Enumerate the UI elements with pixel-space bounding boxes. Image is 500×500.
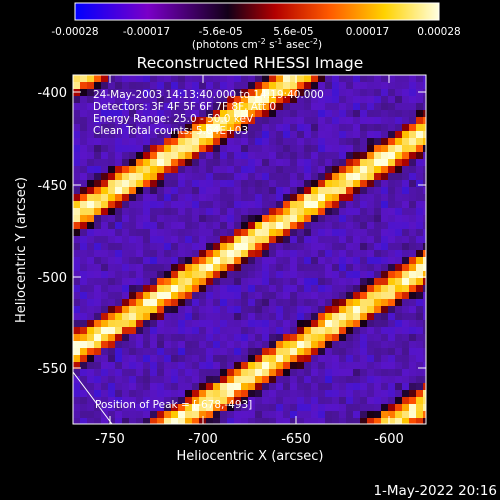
annotation-energy-range: Energy Range: 25.0 - 50.0 keV [93,113,254,125]
colorbar-tick-label: 0.00028 [417,26,460,38]
annotation-block: 24-May-2003 14:13:40.000 to 14:19:40.000… [93,89,324,411]
x-tick-label: -700 [188,432,218,447]
footer-timestamp: 1-May-2022 20:16 [373,483,497,499]
colorbar-tick-label: -5.6e-05 [199,26,243,38]
y-tick-label: -550 [37,362,67,377]
x-axis-label: Heliocentric X (arcsec) [177,449,324,464]
x-tick-label: -600 [374,432,404,447]
colorbar-ticks: -0.00028 -0.00017 -5.6e-05 5.6e-05 0.00017 0.… [51,26,460,38]
image-pixels [73,75,426,424]
y-tick-label: -500 [37,271,67,286]
x-tick-label: -650 [281,432,311,447]
peak-position-label: Position of Peak = [-678,-493] [95,399,252,411]
y-axis-label: Heliocentric Y (arcsec) [14,177,29,323]
colorbar-tick-label: -0.00028 [51,26,98,38]
plot-title: Reconstructed RHESSI Image [137,54,364,72]
image-area [72,74,427,425]
colorbar-tick-label: 5.6e-05 [273,26,313,38]
colorbar-unit-label: (photons cm-2 s-1 asec-2) [192,37,322,51]
y-tick-label: -400 [37,86,67,101]
limb-line [73,371,113,424]
colorbar-tick-label: -0.00017 [123,26,170,38]
annotation-time-range: 24-May-2003 14:13:40.000 to 14:19:40.000 [93,89,324,101]
annotation-counts: Clean Total counts: 5.64E+03 [93,125,248,137]
annotation-detectors: Detectors: 3F 4F 5F 6F 7F 8F, Att 0 [93,101,276,113]
colorbar-tick-label: 0.00017 [346,26,389,38]
colorbar: -0.00028 -0.00017 -5.6e-05 5.6e-05 0.00017 0.… [51,2,461,51]
plot-frame [72,74,427,425]
x-tick-label: -750 [95,432,125,447]
x-axis-ticks [109,75,390,424]
y-tick-label: -450 [37,179,67,194]
y-axis-ticks [73,91,426,369]
colorbar-gradient [74,2,440,21]
